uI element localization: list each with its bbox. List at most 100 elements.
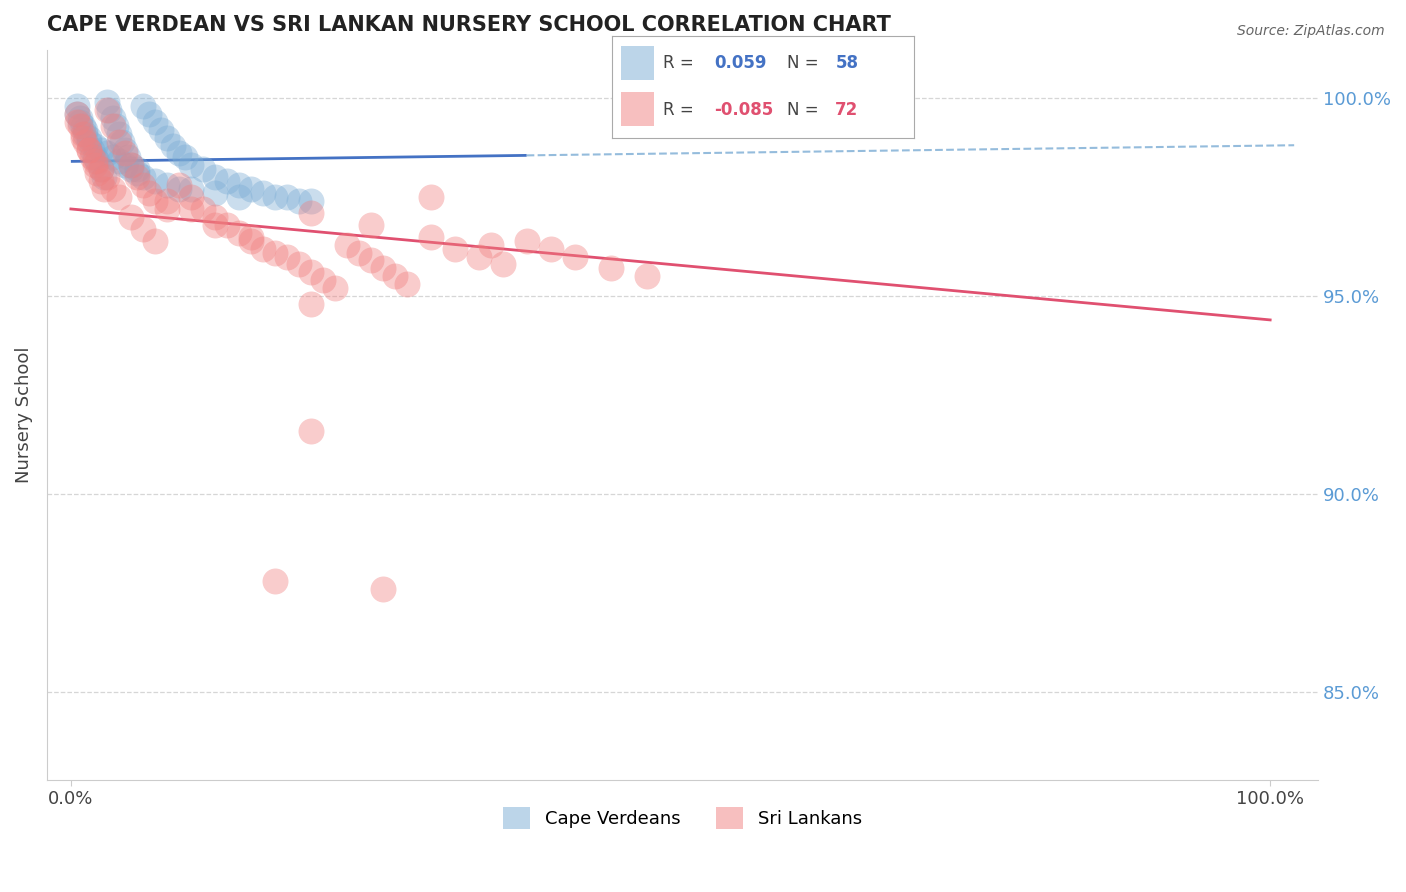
Point xyxy=(276,190,298,204)
Y-axis label: Nursery School: Nursery School xyxy=(15,347,32,483)
Point xyxy=(114,146,136,161)
Point xyxy=(82,143,104,157)
Point xyxy=(132,99,155,113)
Point xyxy=(90,162,112,177)
Point xyxy=(143,234,166,248)
Point xyxy=(395,277,418,292)
Point xyxy=(516,234,538,248)
Point xyxy=(443,242,465,256)
Point xyxy=(83,151,105,165)
Legend: Cape Verdeans, Sri Lankans: Cape Verdeans, Sri Lankans xyxy=(496,800,869,836)
Point xyxy=(77,143,100,157)
Point xyxy=(252,186,274,200)
Point xyxy=(90,143,112,157)
Point xyxy=(143,194,166,208)
Point xyxy=(114,158,136,172)
Point xyxy=(66,115,89,129)
Point xyxy=(72,127,94,141)
Text: Source: ZipAtlas.com: Source: ZipAtlas.com xyxy=(1237,24,1385,38)
Point xyxy=(312,273,335,287)
Point xyxy=(69,119,91,133)
Point xyxy=(86,166,108,180)
Text: CAPE VERDEAN VS SRI LANKAN NURSERY SCHOOL CORRELATION CHART: CAPE VERDEAN VS SRI LANKAN NURSERY SCHOO… xyxy=(46,15,891,35)
Point xyxy=(180,182,202,196)
Point xyxy=(479,237,502,252)
Point xyxy=(117,151,139,165)
Point xyxy=(263,245,285,260)
Point xyxy=(77,130,100,145)
Text: 72: 72 xyxy=(835,101,859,119)
Point xyxy=(108,135,131,149)
Point xyxy=(96,103,118,117)
Point xyxy=(82,151,104,165)
Point xyxy=(191,162,214,177)
Point xyxy=(125,170,148,185)
Point xyxy=(215,174,238,188)
Point xyxy=(108,190,131,204)
Point xyxy=(120,158,142,172)
Point xyxy=(138,186,160,200)
Point xyxy=(90,162,112,177)
Point xyxy=(299,297,322,311)
Point xyxy=(101,151,124,165)
Text: R =: R = xyxy=(664,101,699,119)
Point xyxy=(93,170,115,185)
Point xyxy=(120,162,142,177)
Point xyxy=(360,253,382,268)
Text: 58: 58 xyxy=(835,54,858,72)
Point xyxy=(90,174,112,188)
Point xyxy=(69,111,91,125)
Point xyxy=(101,111,124,125)
Point xyxy=(105,119,128,133)
Point xyxy=(83,158,105,172)
Point xyxy=(287,194,309,208)
Bar xyxy=(620,92,654,126)
Point xyxy=(72,130,94,145)
Text: 0.059: 0.059 xyxy=(714,54,766,72)
Point xyxy=(299,206,322,220)
Point xyxy=(101,182,124,196)
Point xyxy=(138,107,160,121)
Point xyxy=(101,119,124,133)
Point xyxy=(384,269,406,284)
Point xyxy=(371,261,394,276)
Point xyxy=(156,202,179,216)
Point xyxy=(96,146,118,161)
Point xyxy=(636,269,658,284)
Point xyxy=(156,194,179,208)
Point xyxy=(180,202,202,216)
Point xyxy=(323,281,346,295)
Point xyxy=(419,190,441,204)
Point xyxy=(98,103,121,117)
Point xyxy=(108,154,131,169)
Text: R =: R = xyxy=(664,54,699,72)
Point xyxy=(156,130,179,145)
Point xyxy=(336,237,359,252)
Point xyxy=(156,178,179,193)
Point xyxy=(228,190,250,204)
Point xyxy=(96,170,118,185)
Text: N =: N = xyxy=(787,101,824,119)
Point xyxy=(66,99,89,113)
Point xyxy=(149,122,172,136)
Point xyxy=(120,210,142,224)
Point xyxy=(143,115,166,129)
Point xyxy=(125,166,148,180)
Point xyxy=(86,154,108,169)
Point xyxy=(263,574,285,589)
Point xyxy=(360,218,382,232)
Point xyxy=(132,178,155,193)
Point xyxy=(83,154,105,169)
Point xyxy=(299,424,322,438)
Point xyxy=(287,257,309,271)
Point xyxy=(120,158,142,172)
Point xyxy=(204,210,226,224)
Point xyxy=(69,115,91,129)
Point xyxy=(347,245,370,260)
Point xyxy=(167,182,190,196)
Point xyxy=(276,250,298,264)
Point xyxy=(540,242,562,256)
Point xyxy=(419,229,441,244)
Point xyxy=(228,178,250,193)
Point xyxy=(77,143,100,157)
